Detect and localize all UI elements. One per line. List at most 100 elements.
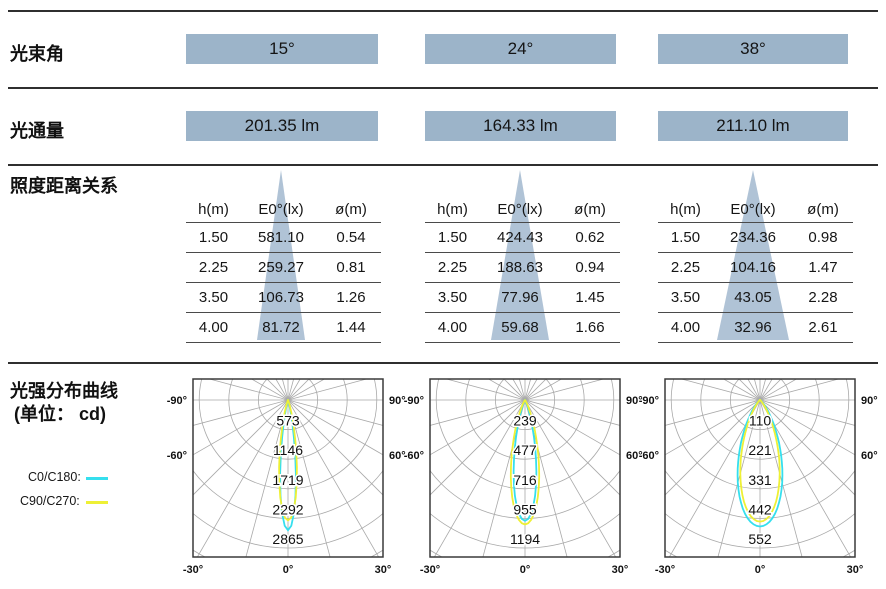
angle-tick-label: -30°	[420, 564, 440, 576]
beam-angle-badge-2: 24°	[425, 34, 616, 64]
table-cell: 2.28	[808, 289, 838, 306]
ring-value-label: 477	[513, 442, 537, 458]
ring-value-label: 331	[748, 472, 772, 488]
table-cell: 4.00	[437, 319, 468, 336]
divider-beam-flux	[8, 87, 878, 89]
table-header-cell: ø(m)	[807, 200, 839, 218]
angle-tick-label: 60°	[626, 450, 643, 462]
angle-tick-label: -60°	[167, 450, 187, 462]
table-cell: 0.62	[575, 229, 605, 246]
table-cell: 1.50	[670, 229, 701, 246]
table-cell: 234.36	[730, 229, 776, 246]
ring-value-label: 1194	[510, 531, 540, 547]
table-cell: 2.25	[198, 259, 229, 276]
table-header-cell: h(m)	[198, 200, 229, 218]
ring-value-label: 239	[513, 413, 537, 429]
angle-tick-label: 0°	[283, 564, 294, 576]
ring-value-label: 1146	[273, 442, 303, 458]
table-cell: 4.00	[670, 319, 701, 336]
angle-tick-label: -30°	[655, 564, 675, 576]
table-row: 4.00 59.68 1.66	[425, 313, 620, 343]
ring-value-label: 442	[748, 501, 772, 517]
ring-value-label: 552	[748, 531, 772, 547]
table-cell: 0.94	[575, 259, 605, 276]
table-header-cell: E0°(lx)	[497, 200, 543, 218]
table-cell: 3.50	[670, 289, 701, 306]
polar-chart-svg: 573 1146 1719 2292 2865 -90° 90° -60° 60° -30° 0° 3…	[167, 378, 406, 576]
table-row: 1.50 581.10 0.54	[186, 223, 381, 253]
intensity-polar-chart-3: 110 221 331 442 552 -90° 90° -60° 60° -30° 0° 30°	[633, 373, 886, 579]
table-header-cell: ø(m)	[335, 200, 367, 218]
table-cell: 4.00	[198, 319, 229, 336]
flux-badge-3: 211.10 lm	[658, 111, 848, 141]
table-row: 4.00 32.96 2.61	[658, 313, 853, 343]
illuminance-table-1: h(m) E0°(lx) ø(m) 1.50 581.10 0.54 2.25 259.27 0…	[186, 196, 381, 343]
angle-tick-label: 90°	[389, 395, 406, 407]
flux-badge-2: 164.33 lm	[425, 111, 616, 141]
ring-value-label: 573	[276, 413, 300, 429]
illuminance-table-2: h(m) E0°(lx) ø(m) 1.50 424.43 0.62 2.25 188.63 0…	[425, 196, 620, 343]
angle-tick-label: -60°	[639, 450, 659, 462]
illuminance-table-3: h(m) E0°(lx) ø(m) 1.50 234.36 0.98 2.25 104.16 1…	[658, 196, 853, 343]
table-cell: 1.44	[336, 319, 366, 336]
divider-illuminance-distribution	[8, 362, 878, 364]
table-row: 1.50 424.43 0.62	[425, 223, 620, 253]
polar-chart-svg: 110 221 331 442 552 -90° 90° -60° 60° -30° 0° 30°	[639, 378, 878, 576]
angle-tick-label: -90°	[167, 395, 187, 407]
table-cell: 424.43	[497, 229, 543, 246]
beam-angle-badge-3: 38°	[658, 34, 848, 64]
distribution-unit-label: (单位： cd)	[14, 404, 106, 424]
table-row: 3.50 43.05 2.28	[658, 283, 853, 313]
ring-value-label: 955	[513, 501, 537, 517]
table-cell: 1.50	[437, 229, 468, 246]
table-cell: 81.72	[262, 319, 300, 336]
table-row: 3.50 106.73 1.26	[186, 283, 381, 313]
table-cell: 59.68	[501, 319, 539, 336]
table-header-cell: E0°(lx)	[258, 200, 304, 218]
table-cell: 32.96	[734, 319, 772, 336]
table-header-row: h(m) E0°(lx) ø(m)	[658, 196, 853, 223]
flux-badge-1: 201.35 lm	[186, 111, 378, 141]
ring-value-label: 2865	[272, 531, 303, 547]
table-cell: 43.05	[734, 289, 772, 306]
table-row: 1.50 234.36 0.98	[658, 223, 853, 253]
legend-line-c0-c180-cyan	[86, 477, 108, 480]
angle-tick-label: -90°	[404, 395, 424, 407]
angle-tick-label: 60°	[389, 450, 406, 462]
ring-value-label: 221	[748, 442, 772, 458]
table-cell: 0.81	[336, 259, 366, 276]
table-cell: 3.50	[437, 289, 468, 306]
angle-tick-label: -90°	[639, 395, 659, 407]
table-cell: 1.66	[575, 319, 605, 336]
angle-tick-label: 0°	[520, 564, 531, 576]
angle-tick-label: -60°	[404, 450, 424, 462]
table-cell: 0.54	[336, 229, 366, 246]
intensity-polar-chart-1: 573 1146 1719 2292 2865 -90° 90° -60° 60° -30° 0° 3…	[161, 373, 415, 579]
ring-value-label: 1719	[272, 472, 303, 488]
polar-chart-svg: 239 477 716 955 1194 -90° 90° -60° 60° -30° 0° 30°	[404, 378, 643, 576]
angle-tick-label: 30°	[847, 564, 864, 576]
table-header-cell: E0°(lx)	[730, 200, 776, 218]
table-row: 2.25 104.16 1.47	[658, 253, 853, 283]
table-cell: 77.96	[501, 289, 539, 306]
table-cell: 581.10	[258, 229, 304, 246]
table-cell: 0.98	[808, 229, 838, 246]
table-header-cell: h(m)	[670, 200, 701, 218]
table-header-cell: ø(m)	[574, 200, 606, 218]
table-cell: 1.47	[808, 259, 838, 276]
table-cell: 106.73	[258, 289, 304, 306]
table-cell: 3.50	[198, 289, 229, 306]
legend-label-c0-c180: C0/C180:	[28, 470, 81, 484]
angle-tick-label: -30°	[183, 564, 203, 576]
angle-tick-label: 0°	[755, 564, 766, 576]
table-cell: 104.16	[730, 259, 776, 276]
beam-angle-label: 光束角	[10, 44, 64, 64]
angle-tick-label: 90°	[626, 395, 643, 407]
angle-tick-label: 30°	[612, 564, 629, 576]
table-row: 4.00 81.72 1.44	[186, 313, 381, 343]
divider-flux-illuminance	[8, 164, 878, 166]
table-row: 3.50 77.96 1.45	[425, 283, 620, 313]
illuminance-section-label: 照度距离关系	[10, 176, 118, 196]
legend-label-c90-c270: C90/C270:	[20, 494, 80, 508]
